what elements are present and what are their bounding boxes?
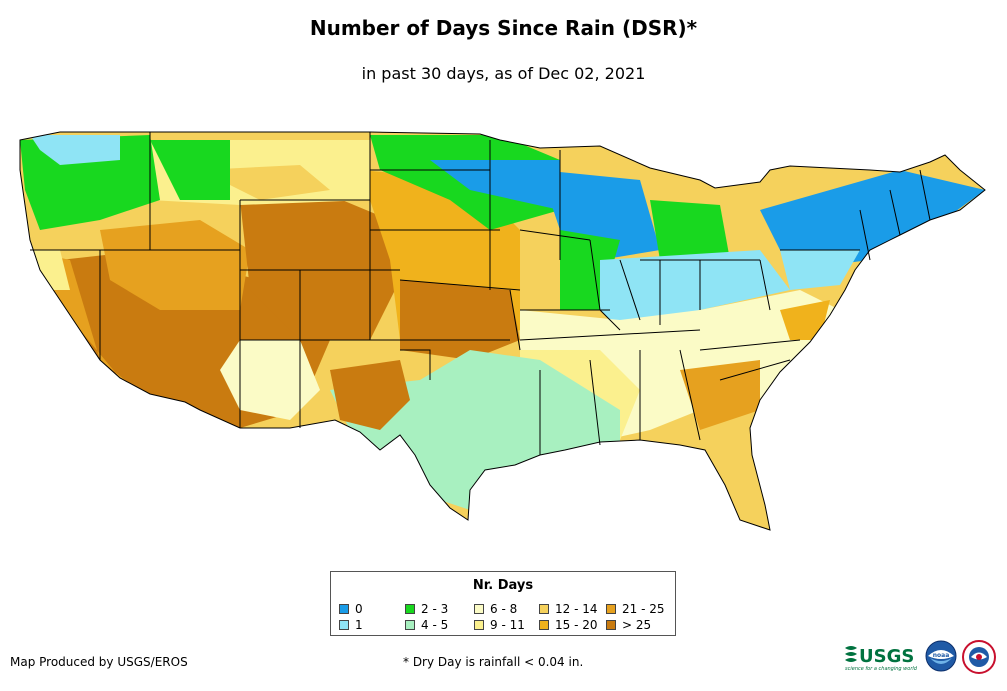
map-title: Number of Days Since Rain (DSR)* <box>309 16 698 40</box>
legend-item: 6 - 8 <box>474 602 517 616</box>
state-borders <box>19 131 986 531</box>
legend-item: 1 <box>339 618 363 632</box>
legend-item: 4 - 5 <box>405 618 448 632</box>
legend-item: > 25 <box>606 618 651 632</box>
usgs-tagline: science for a changing world <box>845 666 918 672</box>
legend-item: 15 - 20 <box>539 618 598 632</box>
legend-item: 9 - 11 <box>474 618 525 632</box>
nws-logo <box>962 640 996 674</box>
legend-swatch <box>474 604 484 614</box>
legend-label: 2 - 3 <box>421 602 449 616</box>
legend-swatch <box>339 620 349 630</box>
legend-label: 6 - 8 <box>490 602 518 616</box>
legend-label: 21 - 25 <box>622 602 665 616</box>
legend-title: Nr. Days <box>472 578 534 593</box>
dry-day-note: * Dry Day is rainfall < 0.04 in. <box>403 655 584 669</box>
legend-swatch <box>606 604 616 614</box>
us-map <box>19 131 986 531</box>
legend-swatch <box>405 604 415 614</box>
noaa-wordmark: noaa <box>933 652 950 659</box>
legend-swatch <box>405 620 415 630</box>
usgs-wordmark: USGS <box>859 646 914 667</box>
noaa-logo: noaa <box>925 640 957 672</box>
legend-swatch <box>606 620 616 630</box>
legend-swatch <box>474 620 484 630</box>
legend-label: 15 - 20 <box>555 618 598 632</box>
credit-text: Map Produced by USGS/EROS <box>10 655 188 669</box>
legend-swatch <box>339 604 349 614</box>
legend-swatch <box>539 604 549 614</box>
legend-swatch <box>539 620 549 630</box>
legend-label: > 25 <box>622 618 652 632</box>
dsr-color-regions <box>20 132 985 530</box>
legend-label: 1 <box>355 618 363 632</box>
legend-item: 12 - 14 <box>539 602 598 616</box>
usgs-wave-icon <box>845 646 857 662</box>
legend-item: 0 <box>339 602 363 616</box>
legend-label: 4 - 5 <box>421 618 449 632</box>
map-subtitle: in past 30 days, as of Dec 02, 2021 <box>361 64 646 83</box>
legend-label: 12 - 14 <box>555 602 598 616</box>
legend: Nr. Days 0 1 2 - 3 4 - 5 6 - 8 9 - 11 12… <box>330 571 676 636</box>
legend-item: 2 - 3 <box>405 602 448 616</box>
legend-item: 21 - 25 <box>606 602 665 616</box>
usgs-logo: USGS science for a changing world <box>845 646 918 672</box>
legend-label: 0 <box>355 602 363 616</box>
legend-label: 9 - 11 <box>490 618 525 632</box>
